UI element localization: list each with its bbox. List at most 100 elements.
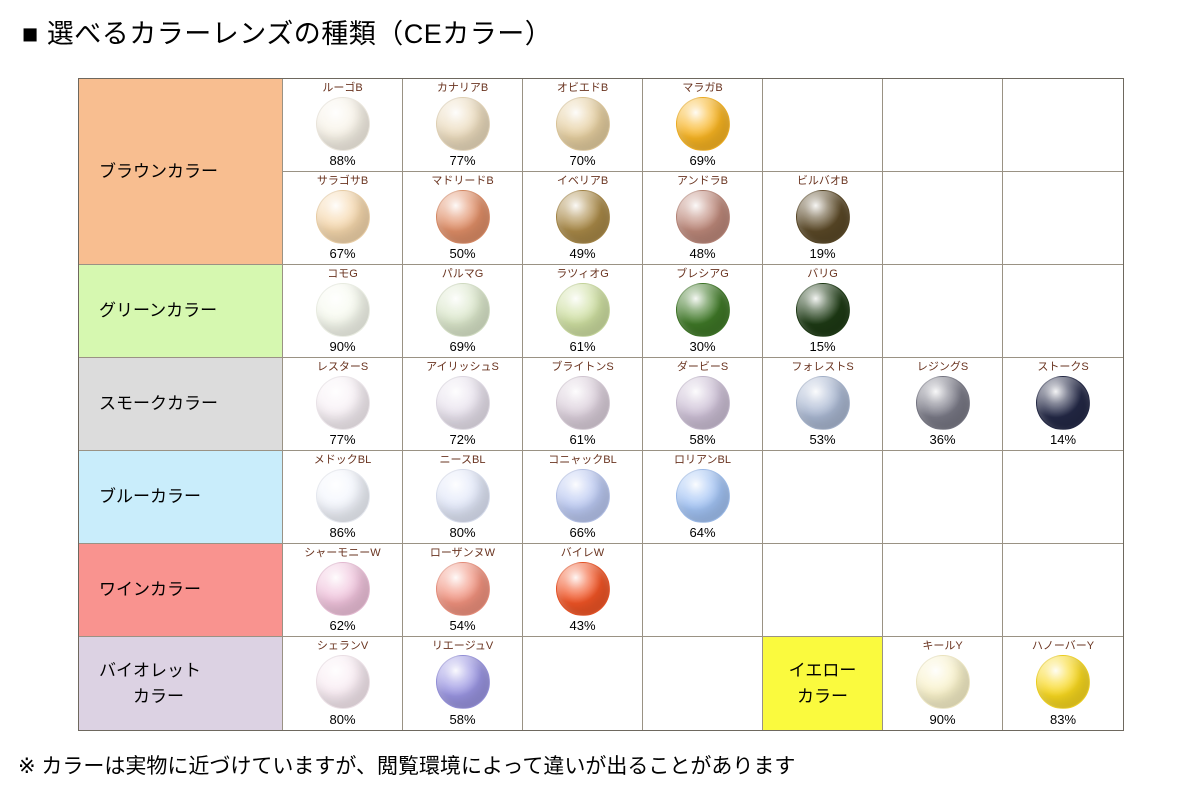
lens-transmittance-value: 62% [329,617,356,633]
lens-cell: アイリッシュS 72% [403,358,523,451]
lens-cell: アンドラB 48% [643,172,763,265]
lens-transmittance-value: 14% [1049,431,1077,447]
lens-color-swatch [675,282,730,337]
lens-line: シェランV 80% リエージュV 58% イエロー カラー キールY 90% ハノーバーY 83… [283,637,1123,730]
lens-name: キールY [922,640,963,652]
lens-cell: ニースBL 80% [403,451,523,544]
lens-line: レスターS 77% アイリッシュS 72% ブライトンS 61% ダービーS 58% フォレスト… [283,358,1123,451]
lens-cell: バリG 15% [763,265,883,358]
empty-cell [883,79,1003,172]
lens-transmittance-value: 80% [329,711,356,727]
lens-cell: シェランV 80% [283,637,403,730]
lens-color-table: ブラウンカラー ルーゴB 88% カナリアB 77% オビエドB 70% マラガB 69% サラゴ… [78,78,1124,731]
lens-name: ストークS [1037,361,1089,373]
lens-name: コモG [327,268,358,280]
lens-name: ビルバオB [796,175,849,187]
lens-cell: ダービーS 58% [643,358,763,451]
lens-cell: ビルバオB 19% [763,172,883,265]
lens-cell: キールY 90% [883,637,1003,730]
lens-name: アンドラB [677,175,728,187]
lens-transmittance-value: 69% [689,152,716,168]
lens-cell: ハノーバーY 83% [1003,637,1123,730]
lens-transmittance-value: 19% [809,245,836,261]
lens-color-swatch [675,96,730,151]
lens-transmittance-value: 66% [569,524,596,540]
lens-name: ニースBL [439,454,486,466]
lens-name: ダービーS [676,361,729,373]
empty-cell [763,544,883,637]
empty-cell [1003,544,1123,637]
lens-name: メドックBL [313,454,372,466]
lens-cell: ストークS 14% [1003,358,1123,451]
table-row-band: ワインカラー シャーモニーW 62% ローザンヌW 54% バイレW 43% [79,544,1123,637]
lens-color-swatch [555,468,610,523]
row-category-label: ブルーカラー [79,451,283,544]
empty-cell [643,637,763,730]
lens-name: レジングS [916,361,969,373]
row-category-label: バイオレット カラー [79,637,283,730]
lens-transmittance-value: 43% [569,617,596,633]
table-row-band: ブラウンカラー ルーゴB 88% カナリアB 77% オビエドB 70% マラガB 69% サラゴ… [79,79,1123,265]
empty-cell [883,544,1003,637]
row-category-label: ワインカラー [79,544,283,637]
lens-name: レスターS [316,361,369,373]
lens-color-swatch [915,655,970,710]
lens-transmittance-value: 61% [569,338,596,354]
lens-line: サラゴサB 67% マドリードB 50% イベリアB 49% アンドラB 48% ビルバオB 19… [283,172,1123,265]
row-content: シェランV 80% リエージュV 58% イエロー カラー キールY 90% ハノーバーY 83… [283,637,1123,730]
lens-transmittance-value: 30% [689,338,716,354]
row-content: レスターS 77% アイリッシュS 72% ブライトンS 61% ダービーS 58% フォレスト… [283,358,1123,451]
lens-transmittance-value: 69% [449,338,476,354]
lens-name: ラツィオG [556,268,609,280]
lens-cell: サラゴサB 67% [283,172,403,265]
lens-transmittance-value: 67% [329,245,356,261]
lens-transmittance-value: 49% [569,245,596,261]
lens-line: シャーモニーW 62% ローザンヌW 54% バイレW 43% [283,544,1123,637]
lens-cell: シャーモニーW 62% [283,544,403,637]
lens-transmittance-value: 58% [449,711,476,727]
lens-transmittance-value: 70% [569,152,596,168]
lens-name: マラガB [682,82,723,94]
footnote: ※ カラーは実物に近づけていますが、閲覧環境によって違いが出ることがあります [18,755,796,778]
lens-color-swatch [315,189,370,244]
empty-cell [763,451,883,544]
table-row-band: グリーンカラー コモG 90% パルマG 69% ラツィオG 61% ブレシアG 30% バリG 1… [79,265,1123,358]
lens-line: メドックBL 86% ニースBL 80% コニャックBL 66% ロリアンBL 64% [283,451,1123,544]
lens-transmittance-value: 54% [449,617,476,633]
lens-color-swatch [555,561,610,616]
lens-name: ハノーバーY [1031,640,1095,652]
lens-transmittance-value: 48% [689,245,716,261]
table-row-band: バイオレット カラー シェランV 80% リエージュV 58% イエロー カラー キールY 9… [79,637,1123,730]
lens-name: ルーゴB [322,82,363,94]
lens-transmittance-value: 61% [569,431,596,447]
lens-color-swatch [555,282,610,337]
lens-transmittance-value: 90% [329,338,356,354]
lens-name: オビエドB [556,82,609,94]
row-content: メドックBL 86% ニースBL 80% コニャックBL 66% ロリアンBL 64% [283,451,1123,544]
lens-name: ブレシアG [676,268,729,280]
lens-name: バリG [807,268,838,280]
lens-name: シャーモニーW [304,547,381,559]
lens-color-swatch [435,189,490,244]
lens-line: コモG 90% パルマG 69% ラツィオG 61% ブレシアG 30% バリG 15% [283,265,1123,358]
lens-cell: ブレシアG 30% [643,265,763,358]
lens-color-swatch [675,375,730,430]
lens-cell: バイレW 43% [523,544,643,637]
lens-transmittance-value: 72% [449,431,476,447]
lens-cell: マドリードB 50% [403,172,523,265]
lens-name: アイリッシュS [426,361,499,373]
lens-color-swatch [315,561,370,616]
lens-transmittance-value: 53% [809,431,836,447]
row-category-label: グリーンカラー [79,265,283,358]
lens-cell: ブライトンS 61% [523,358,643,451]
lens-name: ロリアンBL [673,454,731,466]
lens-cell: フォレストS 53% [763,358,883,451]
lens-color-swatch [555,189,610,244]
lens-transmittance-value: 50% [449,245,476,261]
lens-cell: コニャックBL 66% [523,451,643,544]
empty-cell [523,637,643,730]
lens-color-swatch [435,561,490,616]
lens-color-swatch [315,468,370,523]
lens-name: リエージュV [431,640,494,652]
empty-cell [883,265,1003,358]
